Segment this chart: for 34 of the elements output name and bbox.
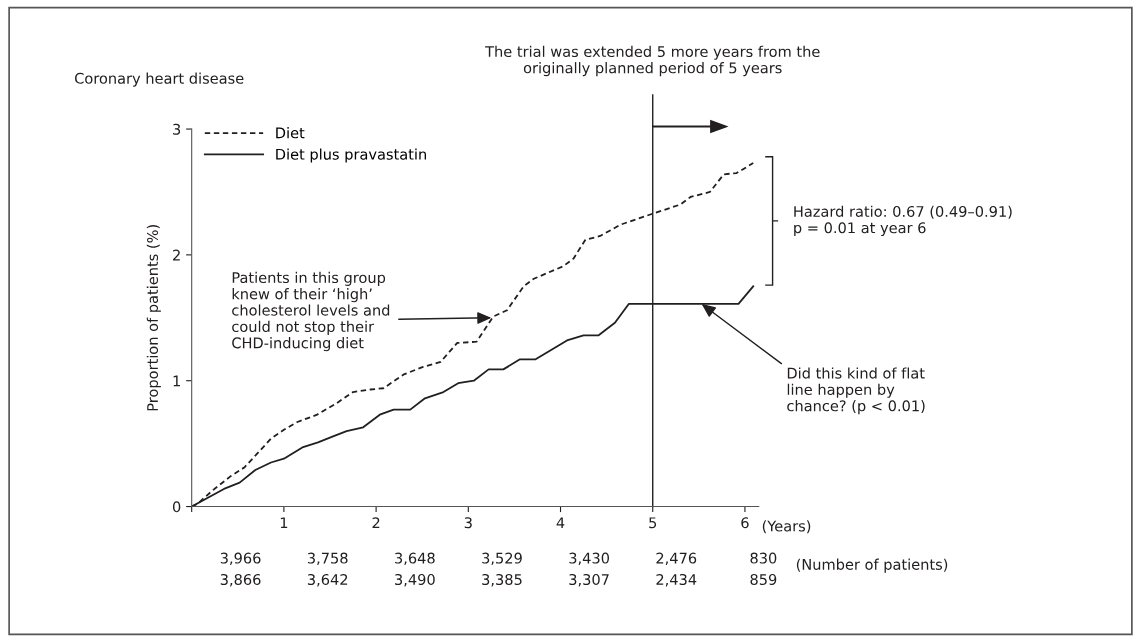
y-tick-label: 2 xyxy=(173,249,180,261)
text: (Number of patients) xyxy=(796,558,948,573)
text: Hazard ratio: 0.67 (0.49–0.91) p = 0.01 at year 6 xyxy=(794,205,1012,237)
text: 3,642 xyxy=(307,573,348,587)
text: 859 xyxy=(750,573,777,586)
x-tick-label: 1 xyxy=(280,517,288,529)
text: 3,529 xyxy=(482,552,522,566)
text: 3,866 xyxy=(220,573,261,587)
x-axis-title: (Years) xyxy=(762,520,811,534)
text: 3,307 xyxy=(569,573,609,587)
text: 3,648 xyxy=(395,552,435,566)
legend-label: Diet xyxy=(276,127,305,139)
text: 3,758 xyxy=(307,552,348,566)
legend-label: Diet plus pravastatin xyxy=(276,148,426,163)
chart-title: Coronary heart disease xyxy=(74,72,244,87)
y-tick-label: 0 xyxy=(172,501,181,513)
text: 2,434 xyxy=(656,573,697,587)
y-tick-label: 1 xyxy=(173,375,180,387)
text: The trial was extended 5 more years from the originally planned period of 5 years xyxy=(485,45,820,77)
x-tick-label: 5 xyxy=(649,517,657,529)
text: 3,430 xyxy=(569,552,610,566)
text: 830 xyxy=(750,552,777,564)
text: 2,476 xyxy=(656,552,697,566)
x-tick-label: 4 xyxy=(556,517,565,529)
y-axis-title: Proportion of patients (%) xyxy=(146,225,161,411)
x-tick-label: 6 xyxy=(741,517,749,529)
text: 3,385 xyxy=(482,573,522,587)
y-tick-label: 3 xyxy=(173,123,181,135)
annotation: Did this kind of flat line happen by chance? (p < 0.01) xyxy=(787,367,925,415)
x-tick-label: 2 xyxy=(372,517,380,529)
text: 3,966 xyxy=(220,552,261,566)
text: 3,490 xyxy=(395,573,435,587)
annotation: Patients in this group knew of their ‘high’ cholesterol levels and could not stop their CHD-inducing diet xyxy=(232,271,390,352)
x-tick-label: 3 xyxy=(464,517,472,529)
